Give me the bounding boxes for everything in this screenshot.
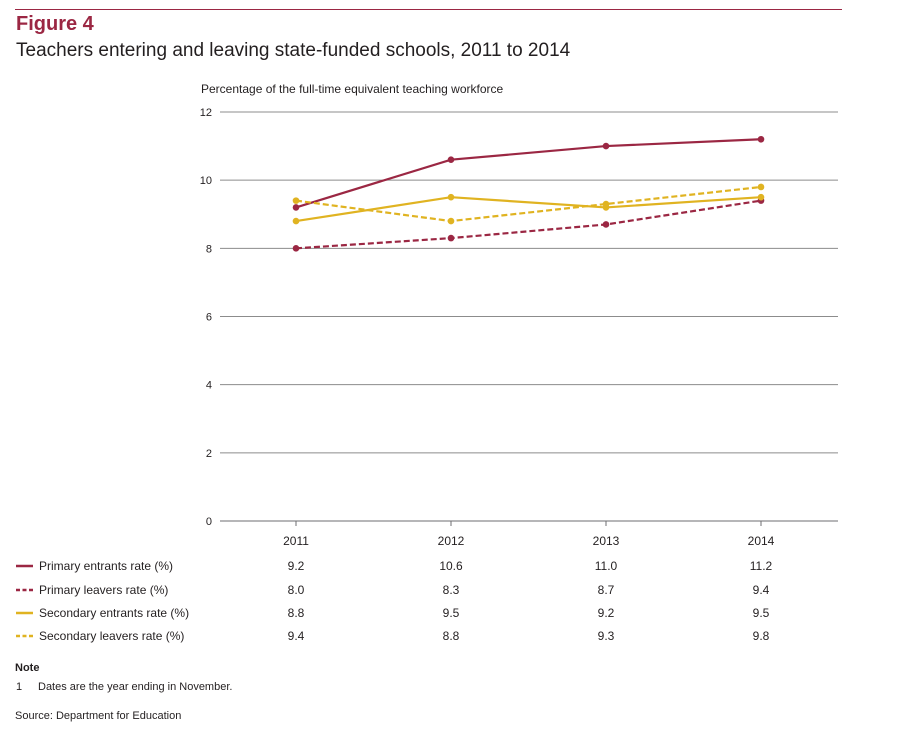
data-point [292,245,300,252]
data-point [602,142,610,150]
note-number: 1 [16,681,23,693]
note-text: Dates are the year ending in November. [38,681,233,693]
data-label: 8.3 [443,583,460,597]
legend-label: Primary entrants rate (%) [39,559,173,573]
data-point [757,193,765,201]
series-line-3 [295,185,762,223]
data-label: 9.3 [598,629,615,643]
y-tick-label: 10 [200,175,212,187]
y-tick-label: 12 [200,107,212,119]
y-tick-label: 8 [206,243,212,255]
data-label: 8.7 [598,583,615,597]
data-point [757,135,765,143]
series-line-1 [295,199,762,250]
x-tick-label: 2014 [748,534,775,548]
data-label: 9.2 [598,606,615,620]
y-axis-label: Percentage of the full-time equivalent t… [201,82,503,96]
data-label: 9.5 [753,606,770,620]
data-point [602,200,610,208]
series-line-0 [295,138,762,209]
data-label: 8.0 [288,583,305,597]
data-label: 9.2 [288,559,305,573]
y-tick-label: 0 [206,516,212,528]
figure-title: Teachers entering and leaving state-fund… [16,40,571,61]
data-point [447,234,455,242]
data-point [292,204,300,211]
x-tick-label: 2012 [438,534,465,548]
data-point [292,217,300,225]
data-point [447,217,455,225]
data-point [757,183,765,191]
x-tick-label: 2011 [283,534,309,548]
y-tick-label: 2 [206,448,212,460]
x-tick-label: 2013 [593,534,620,548]
legend-label: Secondary leavers rate (%) [39,629,184,643]
data-point [292,197,300,204]
top-rule [15,9,842,10]
legend-label: Primary leavers rate (%) [39,583,168,597]
data-label: 9.5 [443,606,460,620]
figure-label: Figure 4 [16,13,94,35]
data-label: 8.8 [443,629,460,643]
source-text: Source: Department for Education [15,710,182,722]
note-heading: Note [15,662,40,674]
data-label: 8.8 [288,606,305,620]
data-label: 9.8 [753,629,770,643]
data-point [447,156,455,164]
data-label: 11.2 [750,559,773,573]
data-label: 10.6 [439,559,463,573]
data-label: 9.4 [288,629,305,643]
data-label: 11.0 [595,559,618,573]
data-point [447,193,455,201]
data-point [602,221,610,228]
data-label: 9.4 [753,583,770,597]
legend-label: Secondary entrants rate (%) [39,606,189,620]
y-tick-label: 4 [206,380,212,392]
series-line-2 [295,196,762,223]
y-tick-label: 6 [206,312,212,324]
